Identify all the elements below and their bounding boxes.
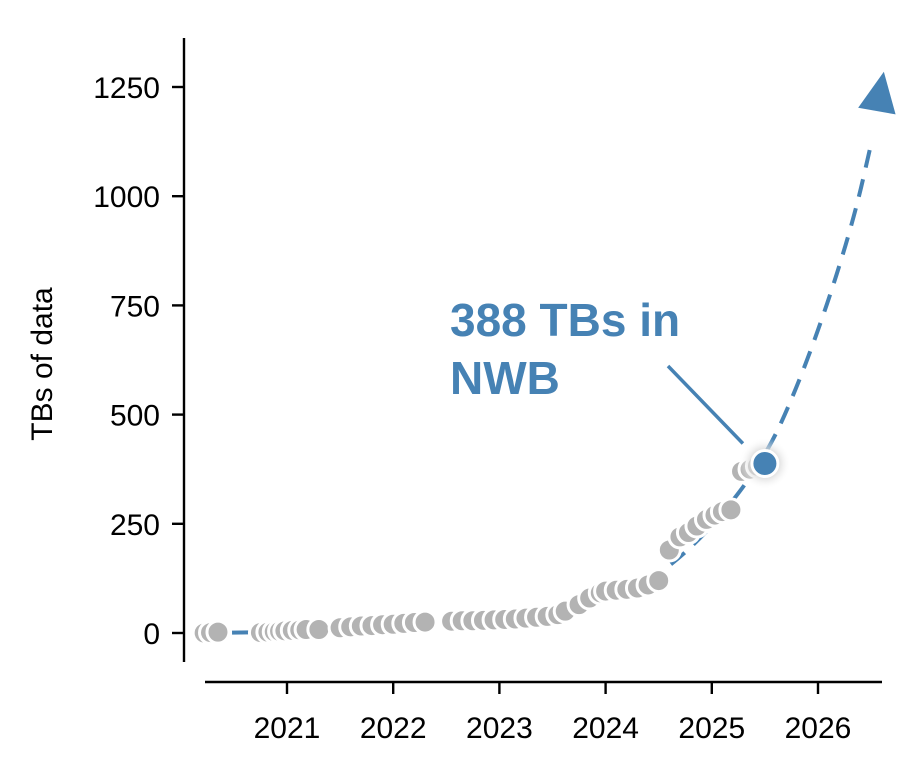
x-tick-label: 2023 (466, 712, 533, 745)
y-tick-label: 1250 (93, 72, 160, 105)
x-tick-label: 2024 (572, 712, 639, 745)
data-point (412, 609, 438, 635)
y-tick-label: 750 (110, 290, 160, 323)
x-tick-label: 2022 (360, 712, 427, 745)
y-tick-label: 500 (110, 400, 160, 433)
data-point (718, 497, 744, 523)
data-point (205, 619, 231, 645)
y-tick-label: 1000 (93, 181, 160, 214)
data-points (191, 453, 770, 646)
y-axis: 0 250 500 750 1000 1250 (93, 38, 186, 662)
annotation-line: 388 TBs in (450, 294, 680, 346)
data-point (646, 568, 672, 594)
highlight-point (750, 449, 780, 479)
annotation-line: NWB (450, 352, 560, 404)
x-tick-label: 2025 (678, 712, 745, 745)
trend-arrowhead (858, 71, 896, 115)
y-tick-label: 0 (143, 618, 160, 651)
annotation-label: 388 TBs in NWB (450, 294, 680, 404)
y-tick-label: 250 (110, 509, 160, 542)
y-axis-label: TBs of data (26, 287, 59, 441)
annotation-connector (666, 364, 745, 445)
data-point (306, 617, 332, 643)
x-axis: 2021 2022 2023 2024 2025 2026 (205, 680, 882, 745)
highlight (666, 364, 791, 490)
x-tick-label: 2026 (785, 712, 852, 745)
x-tick-label: 2021 (254, 712, 321, 745)
